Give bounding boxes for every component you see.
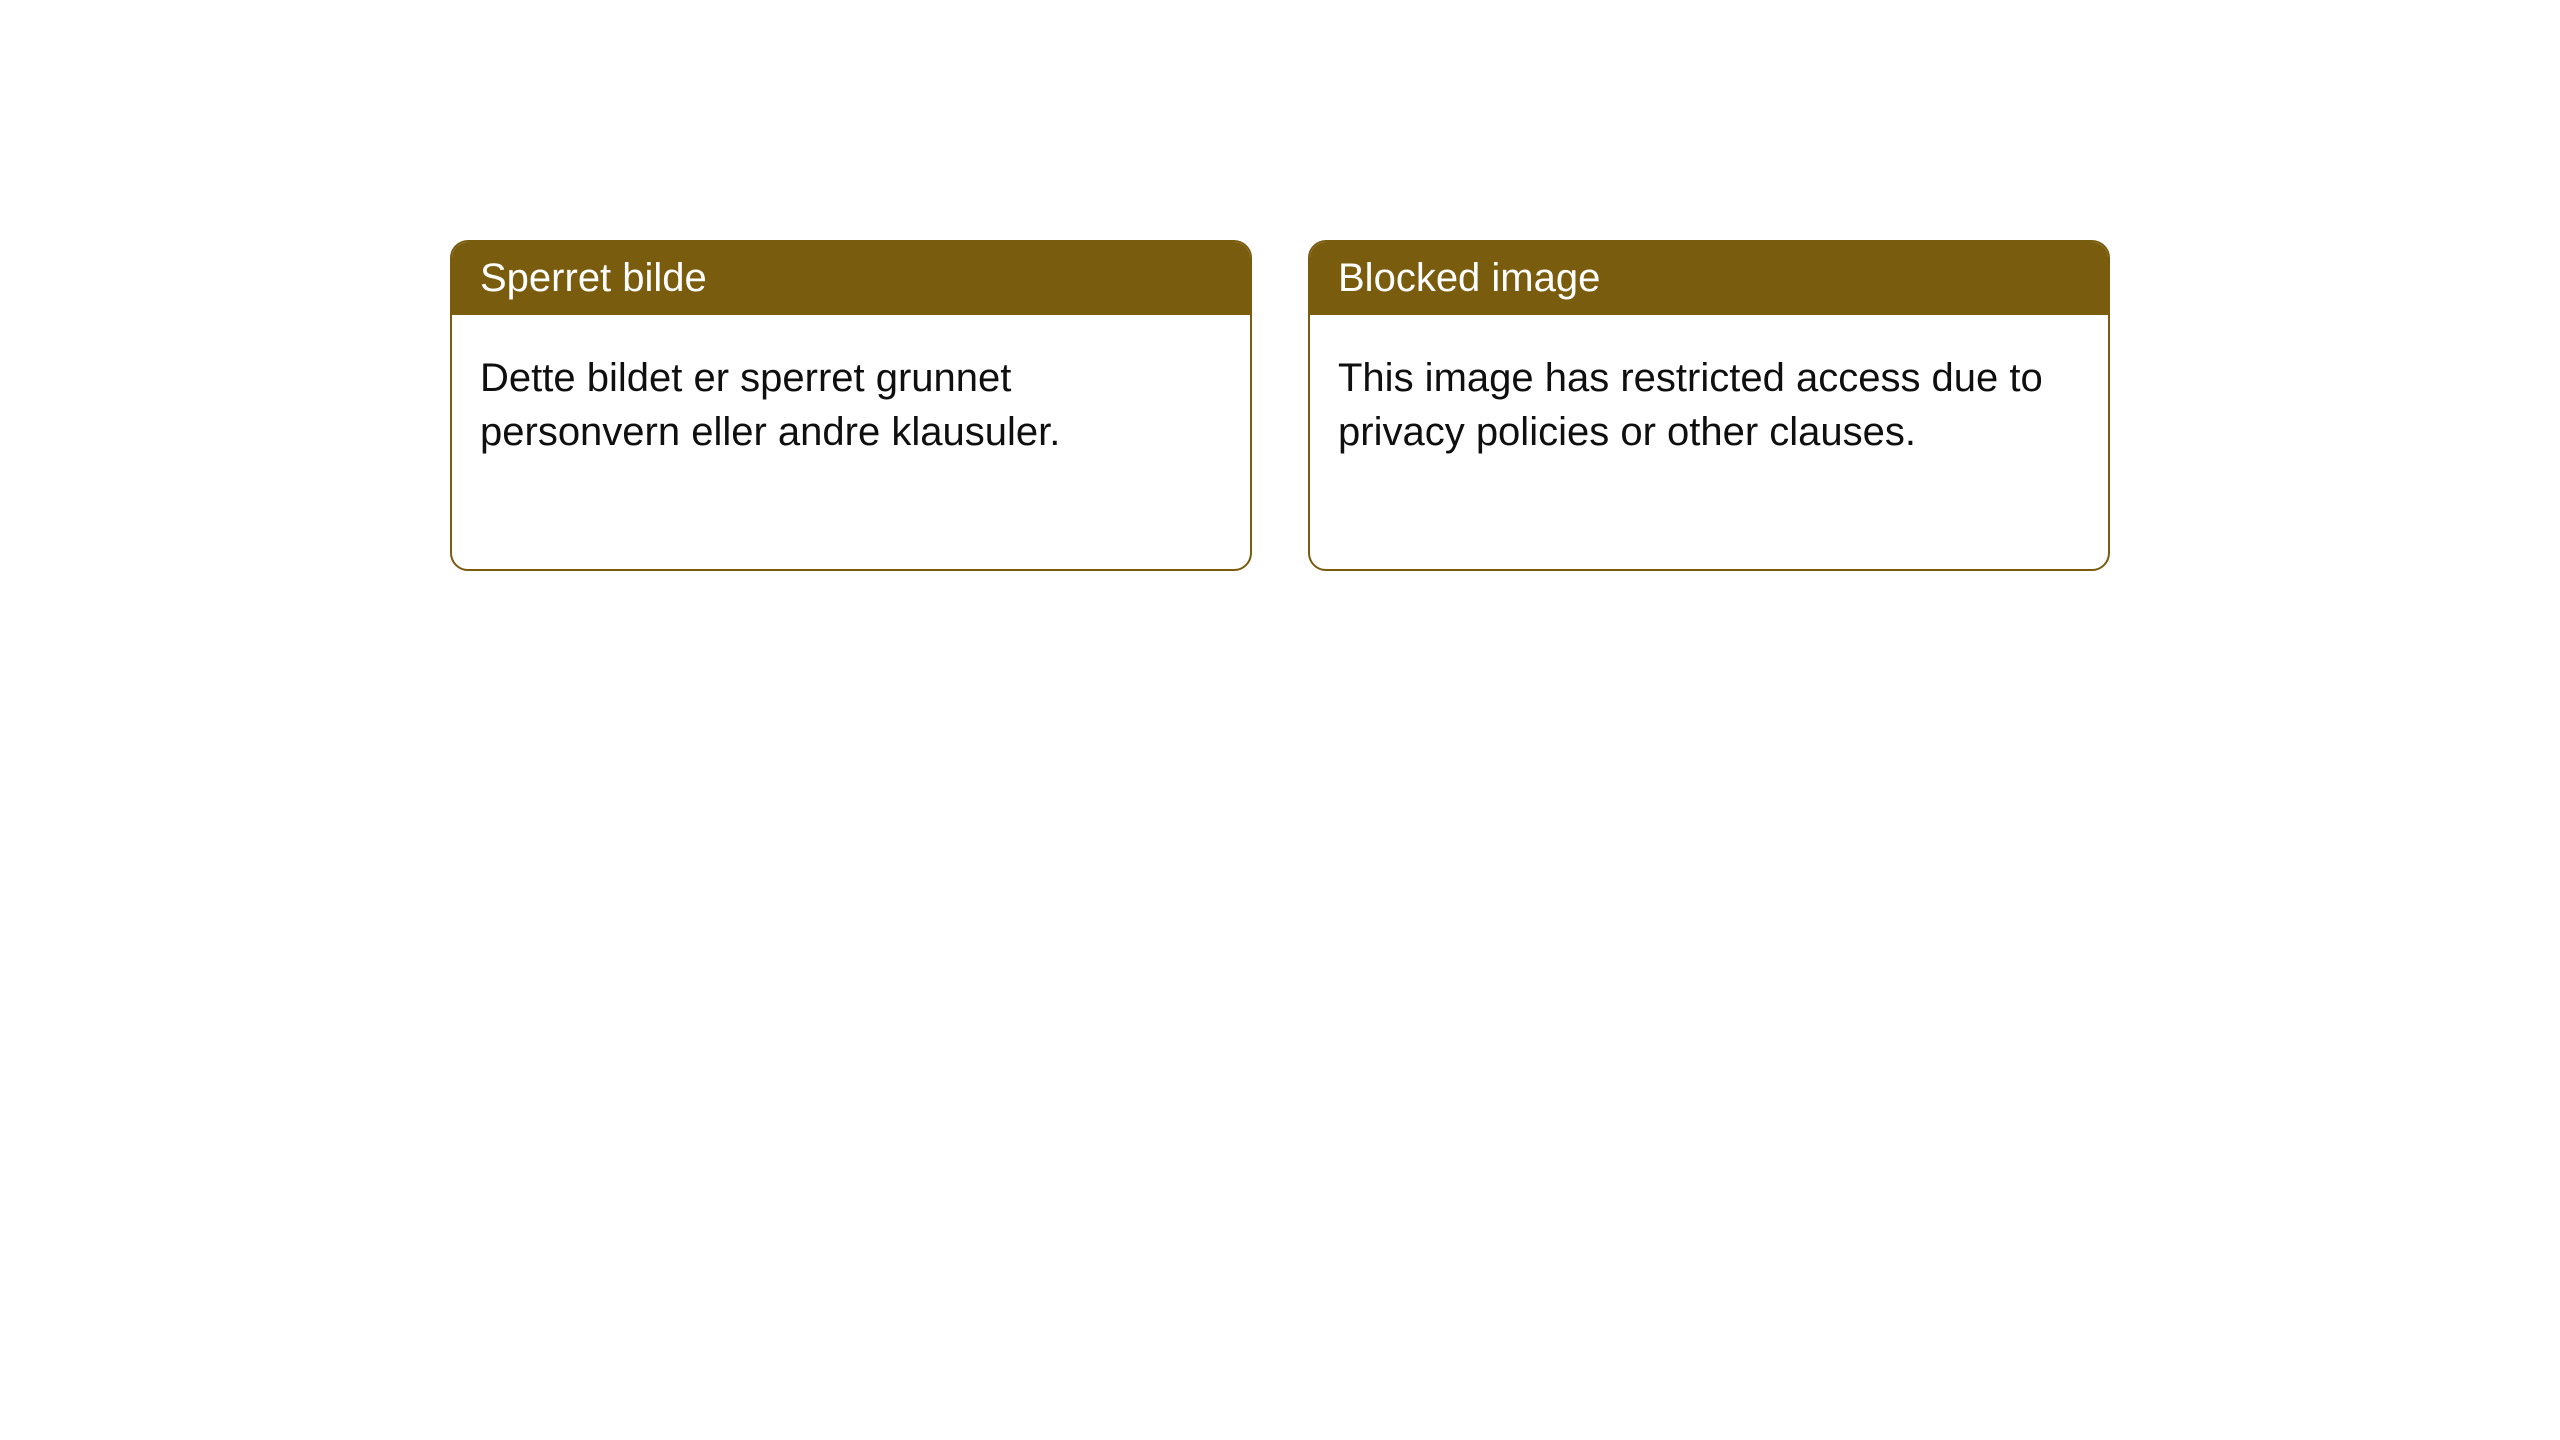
card-body-text: This image has restricted access due to … [1338, 356, 2043, 454]
card-body-text: Dette bildet er sperret grunnet personve… [480, 356, 1060, 454]
notice-container: Sperret bilde Dette bildet er sperret gr… [0, 0, 2560, 571]
notice-card-english: Blocked image This image has restricted … [1308, 240, 2110, 571]
card-header: Blocked image [1310, 242, 2108, 315]
notice-card-norwegian: Sperret bilde Dette bildet er sperret gr… [450, 240, 1252, 571]
card-header: Sperret bilde [452, 242, 1250, 315]
card-body: Dette bildet er sperret grunnet personve… [452, 315, 1250, 569]
card-title: Sperret bilde [480, 256, 707, 300]
card-body: This image has restricted access due to … [1310, 315, 2108, 569]
card-title: Blocked image [1338, 256, 1600, 300]
